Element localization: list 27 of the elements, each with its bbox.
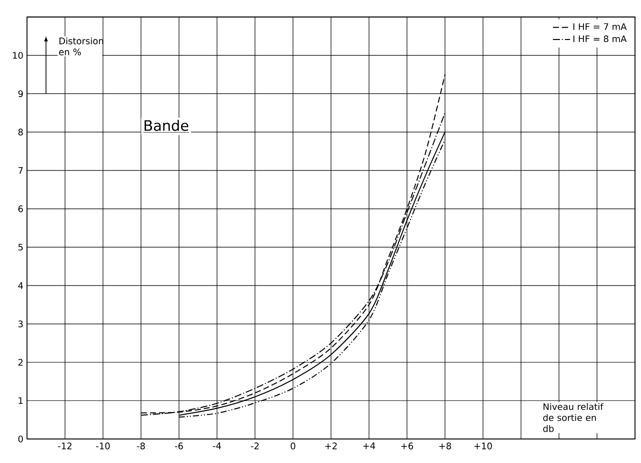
x-tick-label: +6 — [401, 442, 414, 450]
x-tick-label: -4 — [212, 442, 221, 450]
y-tick-label: 1 — [18, 397, 23, 404]
x-tick-label: -10 — [96, 442, 110, 450]
y-tick-label: 5 — [18, 244, 23, 251]
y-tick-label: 2 — [18, 358, 23, 366]
y-tick-label: 7 — [18, 167, 23, 174]
legend-label: I HF = 7 mA — [573, 23, 627, 30]
x-tick-label: -8 — [136, 442, 145, 450]
y-tick-label: 9 — [18, 90, 23, 98]
x-axis-title: Niveau relatif de sortie en db — [543, 403, 604, 432]
x-tick-label: +2 — [325, 442, 337, 450]
x-tick-label: +4 — [363, 442, 376, 450]
y-tick-label: 4 — [18, 282, 23, 289]
text: Bande — [144, 120, 188, 131]
legend-label: I HF = 8 mA — [573, 35, 627, 42]
x-tick-label: +8 — [439, 442, 452, 450]
x-tick-label: -6 — [174, 442, 183, 450]
y-tick-label: 0 — [18, 436, 23, 442]
y-tick-label: 10 — [13, 52, 23, 59]
x-tick-label: +10 — [474, 442, 492, 450]
y-tick-label: 3 — [18, 320, 23, 328]
y-tick-label: 6 — [18, 205, 23, 212]
x-tick-label: -2 — [250, 442, 259, 450]
x-tick-label: 0 — [290, 442, 296, 450]
x-tick-label: -12 — [58, 442, 72, 450]
y-tick-label: 8 — [18, 128, 23, 136]
